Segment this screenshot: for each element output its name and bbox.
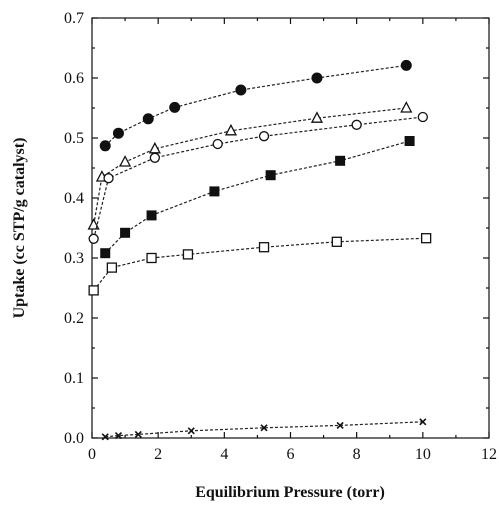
data-point bbox=[212, 138, 223, 150]
data-point bbox=[87, 218, 100, 230]
x-tick-label: 8 bbox=[353, 446, 361, 463]
x-tick-label: 2 bbox=[154, 446, 162, 463]
data-point bbox=[400, 101, 413, 113]
data-point bbox=[224, 123, 238, 136]
data-point bbox=[146, 210, 157, 221]
x-tick-label: 4 bbox=[220, 446, 228, 463]
data-point bbox=[336, 421, 344, 429]
data-point bbox=[101, 433, 109, 441]
data-point bbox=[88, 233, 99, 244]
series-open-square bbox=[88, 233, 432, 296]
data-point bbox=[235, 84, 247, 96]
series-cross bbox=[101, 418, 427, 441]
data-point bbox=[149, 152, 161, 163]
data-point bbox=[260, 424, 268, 432]
data-point bbox=[88, 285, 99, 296]
data-point bbox=[417, 111, 428, 123]
y-tick-label: 0.5 bbox=[64, 130, 84, 147]
series-open-triangle bbox=[87, 101, 413, 230]
y-tick-label: 0.1 bbox=[64, 370, 84, 387]
series-line bbox=[105, 421, 423, 438]
y-tick-label: 0.7 bbox=[64, 10, 84, 27]
ticks-layer: 0 2 4 6 8 10 12 0.0 0.1 0.2 0.3 0.4 0.5 0.6 0.7 bbox=[64, 10, 497, 463]
data-point bbox=[209, 186, 220, 197]
data-point bbox=[310, 111, 324, 123]
data-point bbox=[331, 236, 342, 247]
data-point bbox=[265, 170, 276, 181]
y-tick-label: 0.0 bbox=[64, 430, 84, 447]
x-axis-title: Equilibrium Pressure (torr) bbox=[195, 484, 385, 501]
y-tick-label: 0.3 bbox=[64, 250, 84, 267]
data-point bbox=[112, 127, 124, 139]
x-tick-label: 10 bbox=[415, 446, 431, 463]
y-tick-label: 0.6 bbox=[64, 70, 84, 87]
data-point bbox=[351, 119, 362, 130]
series-filled-circle bbox=[99, 59, 412, 152]
data-point bbox=[187, 427, 195, 435]
data-point bbox=[146, 252, 157, 264]
data-point bbox=[404, 136, 415, 146]
x-tick-label: 12 bbox=[481, 446, 497, 463]
x-tick-label: 6 bbox=[287, 446, 295, 463]
data-point bbox=[335, 155, 346, 166]
data-point bbox=[106, 262, 117, 273]
data-point bbox=[114, 432, 123, 440]
y-axis-title: Uptake (cc STP/g catalyst) bbox=[11, 138, 28, 319]
data-point bbox=[142, 113, 154, 125]
series-filled-square bbox=[100, 136, 415, 259]
data-point bbox=[134, 430, 142, 438]
data-point bbox=[120, 227, 131, 238]
data-point bbox=[99, 140, 111, 152]
y-tick-label: 0.2 bbox=[64, 310, 84, 327]
series-line bbox=[104, 64, 407, 147]
data-point bbox=[119, 155, 132, 167]
data-point bbox=[100, 248, 111, 259]
data-point bbox=[103, 173, 114, 184]
y-tick-label: 0.4 bbox=[64, 190, 84, 207]
data-point bbox=[169, 101, 181, 113]
data-point bbox=[419, 418, 427, 426]
data-point bbox=[311, 72, 323, 84]
data-point bbox=[258, 242, 270, 253]
data-point bbox=[182, 249, 194, 260]
series-open-circle bbox=[88, 111, 428, 244]
plot-frame bbox=[91, 17, 490, 439]
data-point bbox=[258, 131, 270, 142]
x-tick-label: 0 bbox=[88, 446, 96, 463]
data-point bbox=[400, 59, 412, 71]
series-layer bbox=[87, 59, 432, 441]
data-point bbox=[420, 233, 432, 244]
